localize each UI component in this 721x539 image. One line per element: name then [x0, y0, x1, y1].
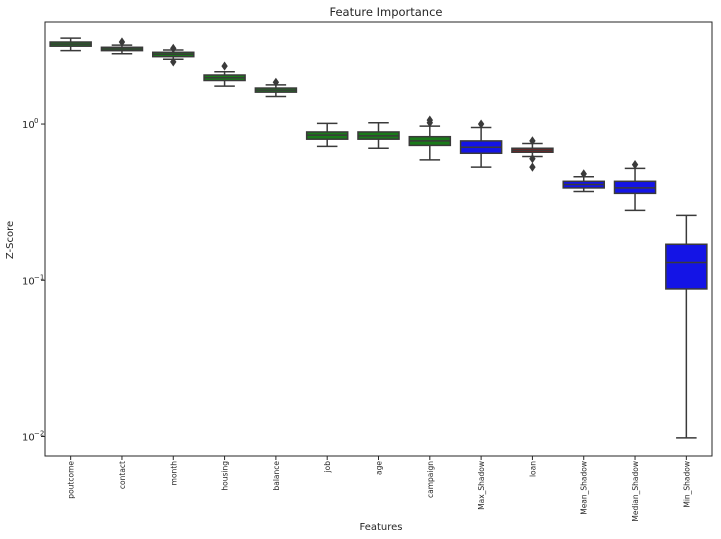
outlier-marker [529, 136, 536, 146]
x-axis-label: Features [360, 522, 403, 533]
x-tick-label: loan [528, 461, 537, 477]
plot-frame [44, 21, 713, 457]
x-tick-label: balance [272, 461, 281, 491]
outlier-marker [529, 162, 536, 172]
y-tick-exponent: −2 [34, 429, 44, 437]
x-tick-label: month [169, 461, 178, 486]
x-tick-label: campaign [426, 461, 435, 498]
x-tick-label: housing [221, 461, 230, 491]
x-tick-label: Max_Shadow [477, 461, 486, 510]
outlier-marker [221, 61, 228, 71]
box-min-shadow [665, 243, 708, 290]
x-tick-label: job [323, 461, 332, 474]
y-tick-label: 10 [22, 432, 35, 443]
outlier-marker [170, 57, 177, 67]
outlier-marker [426, 115, 434, 125]
outlier-marker [118, 37, 126, 47]
chart-title: Feature Importance [329, 5, 442, 19]
outlier-marker [477, 119, 485, 129]
x-tick-label: contact [118, 461, 127, 489]
x-tick-label: poutcome [67, 461, 76, 499]
y-tick-label: 10 [22, 276, 35, 287]
y-tick-exponent: −1 [34, 273, 44, 281]
x-tick-label: Mean_Shadow [580, 461, 589, 515]
outlier-marker [631, 160, 639, 170]
outlier-marker [272, 77, 280, 87]
x-tick-label: Median_Shadow [631, 461, 640, 522]
x-tick-label: Min_Shadow [682, 461, 691, 508]
outlier-marker [170, 43, 177, 53]
y-tick-exponent: 0 [34, 117, 38, 125]
x-tick-label: age [375, 461, 384, 475]
y-axis-label: Z-Score [5, 221, 16, 259]
y-tick-label: 10 [22, 120, 35, 131]
outlier-marker [580, 169, 587, 179]
outlier-marker [529, 154, 536, 164]
